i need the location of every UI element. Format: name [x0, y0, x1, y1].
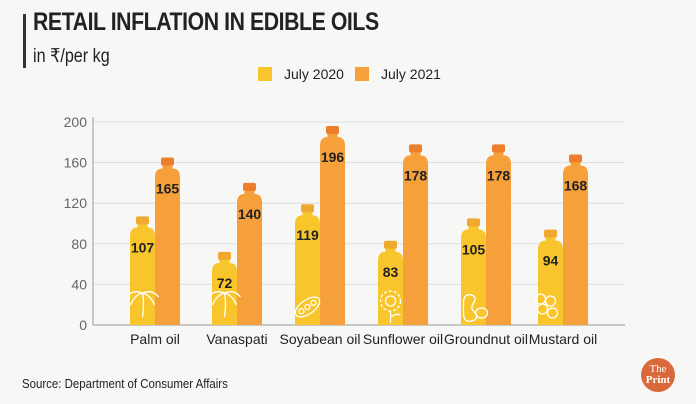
- bottle-cap: [492, 144, 505, 153]
- data-label: 105: [462, 241, 486, 257]
- data-label: 178: [487, 167, 511, 183]
- bottle-cap: [301, 204, 314, 213]
- x-category-label: Mustard oil: [529, 331, 597, 347]
- bottle-cap: [326, 126, 339, 135]
- bottle-bar-2021: [403, 151, 428, 325]
- bottle-bar-2020: [130, 223, 155, 325]
- bottle-cap: [243, 182, 256, 191]
- x-category-label: Groundnut oil: [444, 331, 528, 347]
- data-label: 178: [404, 167, 428, 183]
- coconut-palm-icon: [207, 291, 242, 318]
- bottle-bar-2020: [212, 258, 237, 325]
- data-label: 140: [238, 206, 262, 222]
- soybean-pod-icon: [294, 296, 321, 318]
- legend-label-2020: July 2020: [284, 66, 344, 82]
- chart-title: RETAIL INFLATION IN EDIBLE OILS: [33, 8, 379, 36]
- bottle-cap: [384, 240, 397, 249]
- data-label: 119: [296, 227, 319, 243]
- y-tick-label: 200: [64, 114, 88, 130]
- data-label: 72: [217, 275, 233, 291]
- bottle-cap: [218, 251, 231, 260]
- bottle-bar-2021: [320, 133, 345, 325]
- legend-swatch-2020: [258, 67, 272, 81]
- y-tick-label: 160: [64, 155, 88, 171]
- bottle-bar-2020: [378, 247, 403, 325]
- data-label: 107: [131, 239, 155, 255]
- bottle-cap: [569, 154, 582, 163]
- data-label: 94: [543, 253, 559, 269]
- data-label: 196: [321, 149, 345, 165]
- palm-tree-icon: [125, 291, 160, 318]
- bottle-bar-2020: [461, 225, 486, 325]
- legend-item-2021: July 2021: [355, 66, 441, 82]
- chart-subtitle: in ₹/per kg: [33, 46, 110, 67]
- data-label: 165: [156, 181, 180, 197]
- bottle-cap: [409, 144, 422, 153]
- bottle-cap: [161, 157, 174, 166]
- title-accent-rule: [23, 14, 26, 68]
- legend-item-2020: July 2020: [258, 66, 344, 82]
- y-tick-label: 40: [71, 276, 87, 292]
- bottle-bar-2020: [538, 236, 563, 325]
- y-tick-label: 80: [71, 236, 87, 252]
- bottle-cap: [544, 229, 557, 238]
- data-label: 83: [383, 264, 399, 280]
- y-tick-label: 120: [64, 195, 88, 211]
- mustard-seeds-icon: [534, 293, 559, 319]
- bottle-bar-2021: [486, 151, 511, 325]
- bottle-cap: [467, 218, 480, 227]
- source-note: Source: Department of Consumer Affairs: [22, 376, 228, 391]
- peanut-icon: [462, 294, 489, 322]
- x-category-label: Soyabean oil: [280, 331, 361, 347]
- y-tick-label: 0: [79, 317, 87, 333]
- bottle-bar-2021: [155, 164, 180, 325]
- x-category-label: Vanaspati: [206, 331, 267, 347]
- x-category-label: Sunflower oil: [363, 331, 443, 347]
- bottle-bar-2021: [563, 161, 588, 325]
- bottle-bar-2021: [237, 189, 262, 325]
- sunflower-icon: [379, 290, 402, 323]
- legend-label-2021: July 2021: [381, 66, 441, 82]
- legend-swatch-2021: [355, 67, 369, 81]
- bottle-cap: [136, 216, 149, 225]
- data-label: 168: [564, 177, 588, 193]
- x-category-label: Palm oil: [130, 331, 180, 347]
- theprint-logo: The Print: [641, 358, 675, 392]
